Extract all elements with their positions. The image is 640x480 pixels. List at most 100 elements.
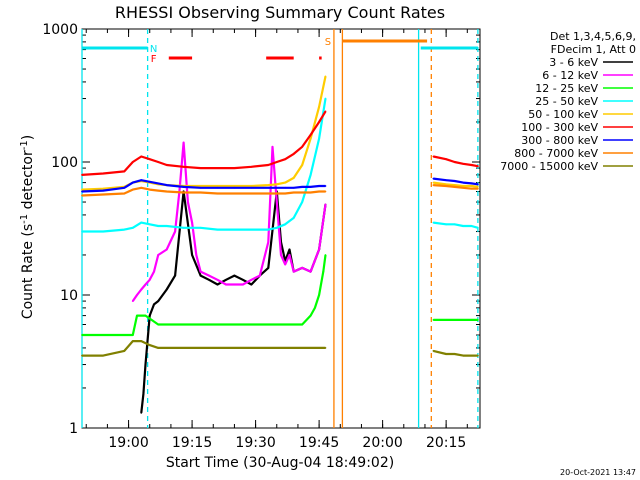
x-tick-label: 20:15 [426, 435, 466, 451]
data-point [301, 191, 304, 194]
data-point [81, 173, 83, 176]
data-point [144, 363, 147, 366]
data-point [241, 283, 244, 286]
data-point [216, 167, 219, 169]
data-point [318, 137, 321, 140]
data-point [275, 186, 278, 189]
data-point [186, 201, 189, 203]
data-point [284, 192, 287, 195]
data-point [267, 164, 270, 166]
legend-entry-label: 3 - 6 keV [549, 56, 598, 69]
data-point [216, 323, 219, 326]
data-point [142, 393, 145, 395]
data-point [233, 323, 236, 326]
data-point [199, 274, 202, 277]
data-point [199, 347, 202, 349]
data-point [267, 266, 270, 269]
data-point [250, 185, 253, 187]
data-point [462, 186, 464, 189]
data-point [309, 137, 312, 140]
data-point [102, 187, 105, 190]
series-7 [81, 184, 479, 197]
data-point [233, 274, 236, 277]
data-point [102, 172, 105, 175]
data-point [144, 314, 147, 317]
data-point [199, 191, 202, 194]
data-point [470, 182, 473, 185]
data-point [136, 294, 138, 296]
data-point [250, 228, 253, 231]
data-point [453, 184, 456, 187]
data-point [432, 155, 435, 158]
data-point [148, 314, 151, 317]
data-point [157, 225, 160, 227]
data-point [148, 278, 151, 281]
data-point [131, 300, 134, 302]
y-axis-label: Count Rate (s-1 detector-1) [19, 135, 37, 319]
data-point [153, 270, 155, 273]
data-point [309, 173, 312, 176]
data-point [131, 340, 134, 343]
chart-title: RHESSI Observing Summary Count Rates [115, 3, 445, 22]
data-point [476, 226, 479, 229]
data-point [165, 164, 168, 166]
legend-entry-label: 50 - 100 keV [528, 108, 598, 121]
data-point [445, 223, 448, 226]
data-point [199, 186, 202, 189]
data-point [292, 270, 295, 273]
data-point [81, 190, 83, 193]
data-point [157, 182, 160, 185]
data-point [216, 228, 219, 231]
data-point [275, 183, 278, 186]
data-point [208, 278, 210, 281]
data-point [199, 185, 202, 187]
data-point [81, 194, 83, 197]
plot-area: 1 10 100 1000 19:00 19:15 19:30 19:45 20:00 20:15… [42, 22, 481, 451]
data-point [284, 263, 287, 266]
data-point [275, 226, 278, 229]
data-point [292, 186, 295, 189]
legend-entry-label: 25 - 50 keV [535, 95, 598, 108]
data-point [432, 318, 435, 321]
data-point [453, 223, 456, 226]
data-point [301, 164, 304, 166]
data-point [476, 185, 479, 188]
data-point [453, 161, 456, 163]
data-point [432, 181, 435, 184]
data-point [324, 97, 327, 100]
data-point [140, 314, 143, 317]
data-point [275, 201, 278, 203]
data-point [292, 216, 295, 219]
data-point [301, 323, 304, 326]
data-point [324, 347, 327, 349]
data-point [148, 223, 151, 226]
data-point [182, 191, 185, 194]
data-point [140, 288, 143, 291]
flag-label-s: S [325, 37, 331, 48]
data-point [318, 347, 321, 349]
data-point [157, 254, 160, 256]
x-tick-label: 19:15 [172, 435, 212, 451]
data-point [309, 133, 312, 136]
data-point [318, 105, 321, 108]
data-point [225, 283, 227, 286]
data-point [453, 180, 456, 182]
data-point [148, 344, 151, 347]
data-point [182, 323, 185, 326]
data-point [476, 318, 479, 321]
data-point [102, 354, 105, 357]
data-point [313, 306, 316, 309]
data-point [284, 186, 287, 189]
data-point [199, 167, 202, 169]
data-point [140, 340, 143, 343]
data-point [292, 153, 295, 155]
data-point [267, 184, 270, 187]
data-point [123, 349, 126, 352]
y-tick-label: 1000 [42, 22, 78, 38]
data-point [470, 185, 473, 187]
data-point [318, 185, 321, 187]
legend-entry-label: 100 - 300 keV [521, 121, 598, 134]
data-point [445, 185, 448, 187]
y-tick-label: 100 [51, 155, 78, 171]
data-point [174, 274, 177, 277]
